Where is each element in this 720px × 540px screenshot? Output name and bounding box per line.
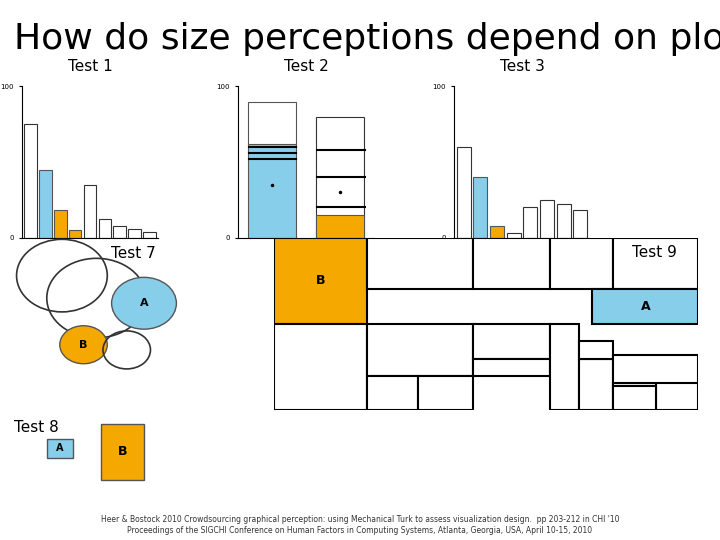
Bar (523, 207, 537, 238)
Bar (114, 226, 126, 238)
Bar (316, 117, 364, 238)
Bar (613, 383, 656, 410)
Text: A: A (641, 300, 650, 313)
Bar (613, 355, 698, 383)
Bar (99, 219, 111, 238)
Bar (456, 147, 471, 238)
Bar (573, 211, 588, 238)
Bar (613, 386, 656, 410)
Bar (550, 324, 580, 410)
Text: B: B (117, 446, 127, 458)
Bar (367, 376, 418, 410)
Circle shape (60, 326, 107, 364)
Bar (248, 144, 296, 238)
Bar (24, 124, 37, 238)
Bar (128, 228, 141, 238)
Bar (101, 423, 144, 481)
Bar (540, 200, 554, 238)
Text: How do size perceptions depend on plot type?: How do size perceptions depend on plot t… (14, 22, 720, 56)
Bar (248, 102, 296, 144)
Text: Test 1: Test 1 (68, 59, 112, 75)
Bar (656, 369, 698, 410)
Bar (274, 238, 367, 324)
Bar (473, 324, 550, 359)
Text: Heer & Bostock 2010 Crowdsourcing graphical perception: using Mechanical Turk to: Heer & Bostock 2010 Crowdsourcing graphi… (101, 515, 619, 535)
Bar (580, 341, 613, 359)
Bar (490, 226, 504, 238)
Text: Test 2: Test 2 (284, 59, 328, 75)
Bar (550, 238, 613, 289)
Text: B: B (79, 340, 88, 350)
Bar (84, 185, 96, 238)
Bar (580, 359, 613, 410)
Bar (143, 232, 156, 238)
Text: A: A (56, 443, 63, 453)
Bar (473, 238, 550, 289)
Bar (557, 204, 571, 238)
Text: A: A (140, 298, 148, 308)
Bar (39, 170, 52, 238)
Text: Test 8: Test 8 (14, 420, 59, 435)
Circle shape (112, 278, 176, 329)
Bar (47, 438, 73, 457)
Text: Test 9: Test 9 (632, 245, 677, 260)
Text: Test 3: Test 3 (500, 59, 544, 75)
Bar (367, 324, 473, 376)
Bar (367, 238, 473, 289)
Bar (473, 177, 487, 238)
Text: B: B (315, 274, 325, 287)
Bar (593, 289, 698, 324)
Bar (274, 324, 367, 410)
Bar (54, 211, 66, 238)
Bar (69, 230, 81, 238)
Bar (316, 215, 364, 238)
Text: Test 7: Test 7 (111, 246, 156, 261)
Bar (613, 238, 698, 289)
Bar (473, 359, 550, 376)
Bar (418, 376, 473, 410)
Bar (507, 233, 521, 238)
